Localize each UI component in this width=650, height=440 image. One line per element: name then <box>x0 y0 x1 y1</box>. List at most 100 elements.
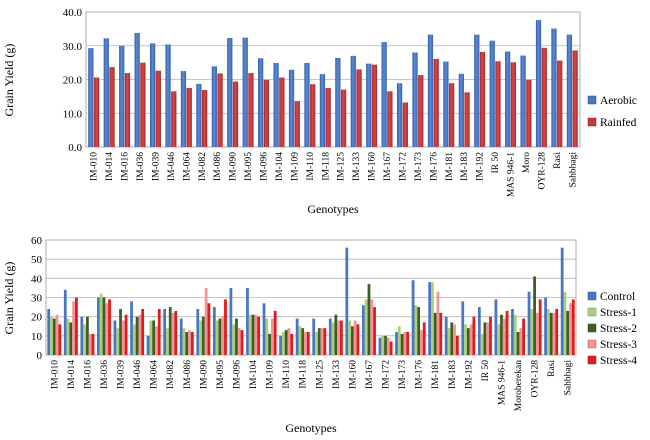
bar-stress-1-im-133 <box>331 322 335 355</box>
x-tick-label: IR 50 <box>491 152 501 174</box>
bar-stress-4-mas-946-1 <box>505 310 509 355</box>
x-tick-label: IM-046 <box>167 152 177 181</box>
bar-rainfed-im-125 <box>340 89 347 148</box>
bar-stress-4-im-016 <box>91 333 95 355</box>
bar-stress-1-moroberekan <box>513 314 517 355</box>
bar-stress-2-im-176 <box>417 307 421 355</box>
x-tick-label: IM-016 <box>83 360 93 389</box>
bar-stress-4-im-109 <box>273 310 277 355</box>
y-tick-label: 50 <box>31 254 43 266</box>
bar-rainfed-im-160 <box>371 64 378 147</box>
top-bars <box>88 20 578 148</box>
bar-aerobic-sahbhagi <box>566 34 573 147</box>
y-tick-label: 40 <box>31 273 43 285</box>
bar-control-im-039 <box>113 320 117 355</box>
x-tick-label: IM-167 <box>365 360 375 389</box>
bar-control-im-096 <box>229 287 233 355</box>
bar-stress-1-im-167 <box>364 299 368 355</box>
bar-stress-2-im-016 <box>86 316 89 355</box>
bar-aerobic-im-181 <box>443 61 449 147</box>
bar-stress-3-im-036 <box>105 303 109 355</box>
bar-stress-3-im-172 <box>386 337 390 355</box>
x-tick-label: IM-110 <box>306 152 316 181</box>
bar-stress-3-im-173 <box>403 332 407 355</box>
bar-stress-3-im-096 <box>237 328 241 355</box>
bar-aerobic-im-125 <box>335 57 341 147</box>
x-tick-label: IM-010 <box>50 360 60 389</box>
bar-stress-3-im-176 <box>420 330 423 355</box>
bar-aerobic-im-064 <box>180 71 187 147</box>
x-tick-label: IM-192 <box>476 152 486 181</box>
bar-stress-2-im-125 <box>317 328 321 355</box>
x-tick-label: IM-036 <box>136 152 146 181</box>
x-tick-label: MAS 946-1 <box>497 360 507 405</box>
x-tick-label: IM-133 <box>332 360 342 389</box>
x-tick-label: IM-082 <box>198 152 208 181</box>
x-tick-label: IM-095 <box>216 360 226 389</box>
bar-control-im-133 <box>328 318 332 355</box>
y-tick-label: 20 <box>31 312 43 324</box>
x-tick-label: Moro <box>522 152 532 173</box>
bar-stress-4-im-046 <box>141 309 145 355</box>
x-tick-label: IM-183 <box>460 152 470 181</box>
bar-stress-4-im-176 <box>422 322 426 355</box>
bar-control-im-173 <box>395 332 398 355</box>
bar-stress-4-im-183 <box>455 335 459 355</box>
bar-stress-2-rasi <box>549 312 553 355</box>
legend-label-rainfed: Rainfed <box>600 117 637 129</box>
bar-stress-2-im-014 <box>69 322 73 355</box>
x-tick-label: IM-173 <box>414 152 424 181</box>
bar-stress-4-im-090 <box>207 303 211 355</box>
bar-aerobic-im-016 <box>119 45 125 147</box>
bar-rainfed-im-082 <box>202 89 208 147</box>
bottom-xlabel: Genotypes <box>285 421 337 435</box>
legend-label-aerobic: Aerobic <box>600 95 637 107</box>
bar-rainfed-im-016 <box>124 73 131 147</box>
bar-aerobic-im-096 <box>258 58 264 147</box>
bar-control-im-172 <box>378 337 382 355</box>
bottom-category-labels: IM-010 IM-014 IM-016 IM-036 IM-039 IM-046 IM-0… <box>50 360 573 412</box>
bar-stress-1-oyr-128 <box>530 309 534 355</box>
bar-rainfed-im-173 <box>418 75 424 147</box>
bar-stress-2-im-109 <box>268 333 271 355</box>
x-tick-label: IM-064 <box>150 360 160 389</box>
bar-stress-4-rasi <box>555 309 559 355</box>
x-tick-label: Sahbhagi <box>568 152 578 188</box>
legend-label-stress-3: Stress-3 <box>600 339 637 351</box>
y-tick-label: 30 <box>31 293 43 305</box>
y-tick-label: 10.0 <box>63 108 83 120</box>
bar-stress-1-im-064 <box>149 320 153 355</box>
bar-stress-4-im-192 <box>472 316 476 355</box>
bar-rainfed-sahbhagi <box>572 50 578 147</box>
bar-stress-1-im-192 <box>464 324 467 355</box>
x-tick-label: IM-104 <box>249 360 259 389</box>
bar-stress-3-moroberekan <box>519 328 523 355</box>
bar-aerobic-ir-50 <box>489 40 495 147</box>
legend-swatch-stress-2 <box>587 323 597 333</box>
x-tick-label: IM-016 <box>121 152 131 181</box>
bar-aerobic-im-183 <box>458 73 464 147</box>
bar-stress-1-im-014 <box>66 318 70 355</box>
x-tick-label: IM-110 <box>282 360 292 389</box>
bar-rainfed-mas-946-1 <box>510 62 517 147</box>
bar-stress-4-im-039 <box>124 314 128 355</box>
bar-stress-3-mas-946-1 <box>502 318 506 355</box>
bar-stress-1-im-176 <box>414 305 418 355</box>
legend-swatch-aerobic <box>587 95 597 105</box>
bar-aerobic-im-039 <box>149 43 156 147</box>
bar-stress-3-im-110 <box>287 328 291 355</box>
bar-control-im-183 <box>444 316 448 355</box>
bar-stress-1-im-181 <box>431 282 434 355</box>
bar-aerobic-im-160 <box>366 63 372 147</box>
bottom-legend: Control Stress-1 Stress-2 Stress-3 Stress-4 <box>587 291 637 367</box>
x-tick-label: IM-090 <box>229 152 239 181</box>
bar-stress-2-im-167 <box>367 284 371 355</box>
bar-stress-1-im-036 <box>99 293 103 355</box>
bar-stress-3-im-039 <box>121 320 125 355</box>
x-tick-label: IM-096 <box>232 360 242 389</box>
bar-rainfed-im-192 <box>479 51 486 147</box>
y-tick-label: 0.0 <box>68 142 82 154</box>
bar-stress-4-im-173 <box>406 332 410 355</box>
x-tick-label: IM-104 <box>275 152 285 181</box>
